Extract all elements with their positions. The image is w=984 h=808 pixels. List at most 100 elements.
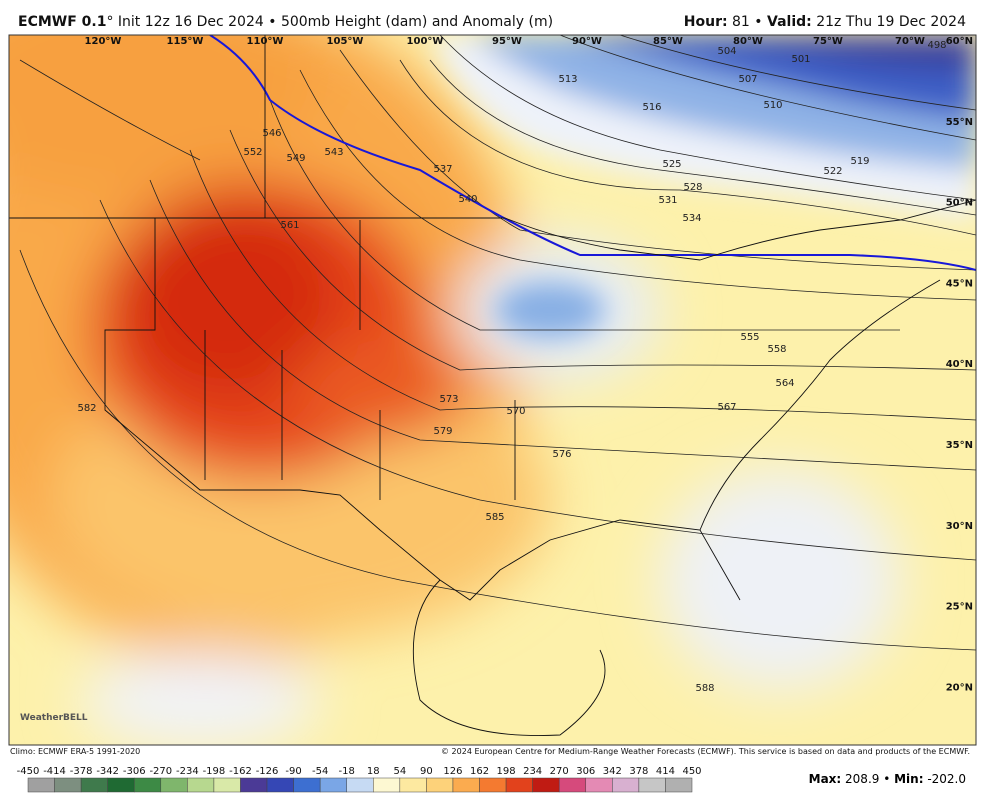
borders bbox=[9, 35, 976, 736]
contour-label: 513 bbox=[558, 74, 577, 85]
colorbar-swatch bbox=[133, 777, 162, 793]
colorbar-label: 378 bbox=[629, 766, 648, 777]
contour-label: 567 bbox=[717, 402, 736, 413]
latitude-label: 30°N bbox=[946, 521, 973, 532]
copyright: © 2024 European Centre for Medium-Range … bbox=[441, 747, 970, 756]
colorbar-swatch bbox=[479, 777, 507, 793]
colorbar-swatch bbox=[638, 777, 666, 793]
colorbar-label: 234 bbox=[523, 766, 542, 777]
contour-label: 546 bbox=[262, 128, 281, 139]
latitude-label: 40°N bbox=[946, 359, 973, 370]
longitude-label: 75°W bbox=[813, 36, 843, 47]
colorbar-label: 54 bbox=[393, 766, 406, 777]
contour-label: 582 bbox=[77, 403, 96, 414]
colorbar-label: 414 bbox=[656, 766, 675, 777]
colorbar-swatch bbox=[505, 777, 533, 793]
colorbar-label: 270 bbox=[550, 766, 569, 777]
contour-label: 519 bbox=[850, 156, 869, 167]
max-min: Max: 208.9 • Min: -202.0 bbox=[809, 772, 966, 786]
colorbar-label: 18 bbox=[367, 766, 380, 777]
colorbar-label: 162 bbox=[470, 766, 489, 777]
longitude-label: 70°W bbox=[895, 36, 925, 47]
latitude-label: 35°N bbox=[946, 440, 973, 451]
contour-label: 501 bbox=[791, 54, 810, 65]
latitude-label: 20°N bbox=[946, 682, 973, 693]
longitude-label: 100°W bbox=[407, 36, 444, 47]
contour-label: 570 bbox=[506, 406, 525, 417]
colorbar-swatch bbox=[107, 777, 135, 793]
contour-label: 504 bbox=[717, 46, 736, 57]
colorbar-swatch bbox=[80, 777, 108, 793]
colorbar-swatch bbox=[665, 777, 693, 793]
colorbar-swatch bbox=[54, 777, 82, 793]
colorbar-label: -306 bbox=[123, 766, 146, 777]
colorbar-swatch bbox=[532, 777, 560, 793]
latitude-label: 50°N bbox=[946, 198, 973, 209]
contour-label: 552 bbox=[243, 147, 262, 158]
colorbar-swatch bbox=[399, 777, 427, 793]
climo-note: Climo: ECMWF ERA-5 1991-2020 bbox=[10, 747, 140, 756]
contour-label: 576 bbox=[552, 449, 571, 460]
colorbar-swatch bbox=[585, 777, 613, 793]
colorbar-label: -90 bbox=[285, 766, 301, 777]
latitude-label: 55°N bbox=[946, 117, 973, 128]
colorbar-label: -126 bbox=[256, 766, 279, 777]
contours bbox=[19, 35, 976, 651]
colorbar-swatch bbox=[266, 777, 294, 793]
colorbar-swatch bbox=[213, 777, 241, 793]
contour-label: 573 bbox=[439, 394, 458, 405]
contour-label: 564 bbox=[775, 378, 794, 389]
contour-label: 528 bbox=[683, 182, 702, 193]
contour-label: 531 bbox=[658, 195, 677, 206]
longitude-label: 95°W bbox=[492, 36, 522, 47]
contour-label: 522 bbox=[823, 166, 842, 177]
colorbar-swatch bbox=[240, 777, 268, 793]
colorbar-swatch bbox=[558, 777, 587, 793]
map-frame bbox=[8, 34, 977, 746]
colorbar-label: 342 bbox=[603, 766, 622, 777]
contour-label: 561 bbox=[280, 220, 299, 231]
colorbar-swatch bbox=[293, 777, 321, 793]
colorbar-swatch bbox=[346, 777, 374, 793]
latitude-label: 25°N bbox=[946, 602, 973, 613]
longitude-label: 110°W bbox=[247, 36, 284, 47]
colorbar-label: -342 bbox=[96, 766, 119, 777]
contour-label: 543 bbox=[324, 147, 343, 158]
header-valid: Hour: 81 • Valid: 21z Thu 19 Dec 2024 bbox=[684, 14, 966, 30]
colorbar-label: -270 bbox=[149, 766, 172, 777]
longitude-label: 80°W bbox=[733, 36, 763, 47]
latitude-label: 60°N bbox=[946, 36, 973, 47]
contour-label: 540 bbox=[458, 194, 477, 205]
logo: WeatherBELL bbox=[20, 713, 88, 723]
colorbar-label: 450 bbox=[682, 766, 701, 777]
colorbar-swatch bbox=[612, 777, 640, 793]
colorbar-label: -414 bbox=[43, 766, 66, 777]
colorbar-swatch bbox=[452, 777, 480, 793]
contour-label: 510 bbox=[763, 100, 782, 111]
contour-label: 516 bbox=[642, 102, 661, 113]
colorbar-label: -234 bbox=[176, 766, 199, 777]
contour-label: 555 bbox=[740, 332, 759, 343]
contour-label: 507 bbox=[738, 74, 757, 85]
longitude-label: 120°W bbox=[85, 36, 122, 47]
colorbar-swatch bbox=[160, 777, 188, 793]
colorbar-label: -54 bbox=[312, 766, 328, 777]
colorbar-swatch bbox=[373, 777, 401, 793]
contour-label: 588 bbox=[695, 683, 714, 694]
colorbar-label: 126 bbox=[443, 766, 462, 777]
contour-label: 579 bbox=[433, 426, 452, 437]
colorbar-label: -18 bbox=[339, 766, 355, 777]
longitude-label: 85°W bbox=[653, 36, 683, 47]
colorbar-label: -162 bbox=[229, 766, 252, 777]
colorbar-label: -450 bbox=[17, 766, 40, 777]
colorbar-swatch bbox=[27, 777, 55, 793]
colorbar-swatch bbox=[426, 777, 454, 793]
colorbar-swatch bbox=[319, 777, 347, 793]
contour-540 bbox=[209, 35, 976, 271]
colorbar-swatch bbox=[187, 777, 215, 793]
longitude-label: 90°W bbox=[572, 36, 602, 47]
contour-label: 558 bbox=[767, 344, 786, 355]
longitude-label: 105°W bbox=[327, 36, 364, 47]
